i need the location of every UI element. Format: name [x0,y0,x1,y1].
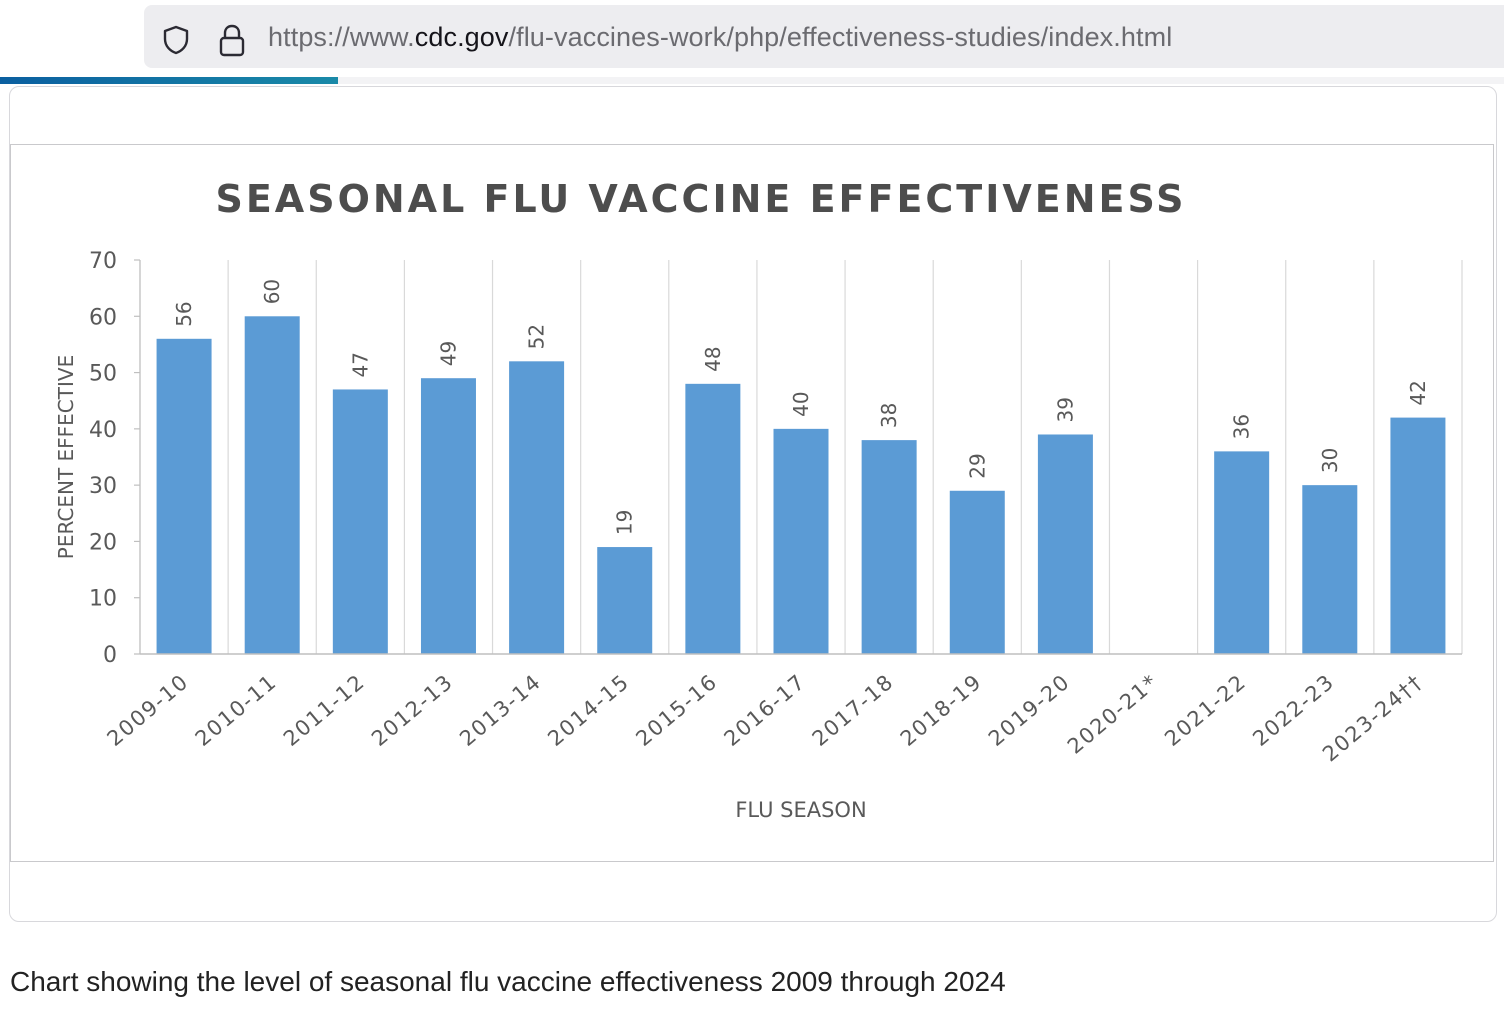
bar-chart: SEASONAL FLU VACCINE EFFECTIVENESS 0 10 20 3… [54,177,1463,822]
x-tick-label: 2016-17 [720,669,811,751]
bar [949,490,1005,654]
data-label: 30 [1318,448,1342,473]
bar [1390,417,1446,654]
x-tick-label: 2013-14 [455,669,546,751]
y-tick-label: 70 [89,249,117,274]
y-tick-label: 30 [89,474,117,499]
bar [1302,485,1358,654]
y-tick-label: 0 [103,643,117,668]
x-tick-label: 2012-13 [367,669,458,751]
figure-caption: Chart showing the level of seasonal flu … [10,966,1006,997]
page-load-progress [0,77,1504,84]
x-tick-label: 2009-10 [103,669,194,751]
y-tick-label: 20 [89,530,117,555]
x-axis-title: FLU SEASON [735,798,866,822]
data-label: 42 [1406,380,1430,405]
chart-frame: SEASONAL FLU VACCINE EFFECTIVENESS 0 10 20 3… [10,144,1494,862]
url-host: cdc.gov [414,22,509,52]
x-tick-label: 2010-11 [191,669,282,751]
data-label: 19 [613,510,637,535]
x-tick-label: 2020-21* [1063,669,1163,758]
data-label: 29 [965,453,989,478]
url-text[interactable]: https://www.cdc.gov/flu-vaccines-work/ph… [268,22,1172,53]
x-tick-label: 2019-20 [984,669,1075,751]
url-prefix: https://www. [268,22,415,52]
x-tick-label: 2011-12 [279,669,370,751]
bar [1214,451,1270,654]
url-path: /flu-vaccines-work/php/effectiveness-stu… [508,22,1173,52]
y-tick-label: 10 [89,587,117,612]
y-axis-title: PERCENT EFFECTIVE [54,355,78,559]
bar [244,316,300,654]
bar [509,361,565,654]
bar [685,383,741,654]
y-tick-label: 40 [89,418,117,443]
x-tick-label: 2018-19 [896,669,987,751]
tracking-protection-shield-icon[interactable] [160,24,192,61]
chart-title: SEASONAL FLU VACCINE EFFECTIVENESS [215,177,1186,221]
bar [597,547,653,654]
bar [773,428,829,654]
data-label: 47 [348,352,372,377]
page-load-progress-fill [0,77,339,84]
data-label: 48 [701,346,725,371]
x-tick-label: 2021-22 [1160,669,1251,751]
bar [1037,434,1093,654]
y-tick-label: 50 [89,362,117,387]
data-label: 56 [172,301,196,326]
data-label: 60 [260,279,284,304]
x-tick-label: 2015-16 [631,669,722,751]
x-tick-label: 2017-18 [808,669,899,751]
data-label: 49 [436,341,460,366]
data-label: 40 [789,391,813,416]
lock-icon[interactable] [218,24,246,63]
address-bar[interactable]: https://www.cdc.gov/flu-vaccines-work/ph… [144,5,1504,68]
data-label: 38 [877,403,901,428]
data-label: 39 [1053,397,1077,422]
data-label: 52 [525,324,549,349]
data-label: 36 [1230,414,1254,439]
y-tick-label: 60 [89,305,117,330]
bar [332,389,388,654]
x-tick-label: 2022-23 [1248,669,1339,751]
bar [420,378,476,654]
bar [156,338,212,654]
x-tick-label: 2014-15 [543,669,634,751]
bar [861,440,917,654]
